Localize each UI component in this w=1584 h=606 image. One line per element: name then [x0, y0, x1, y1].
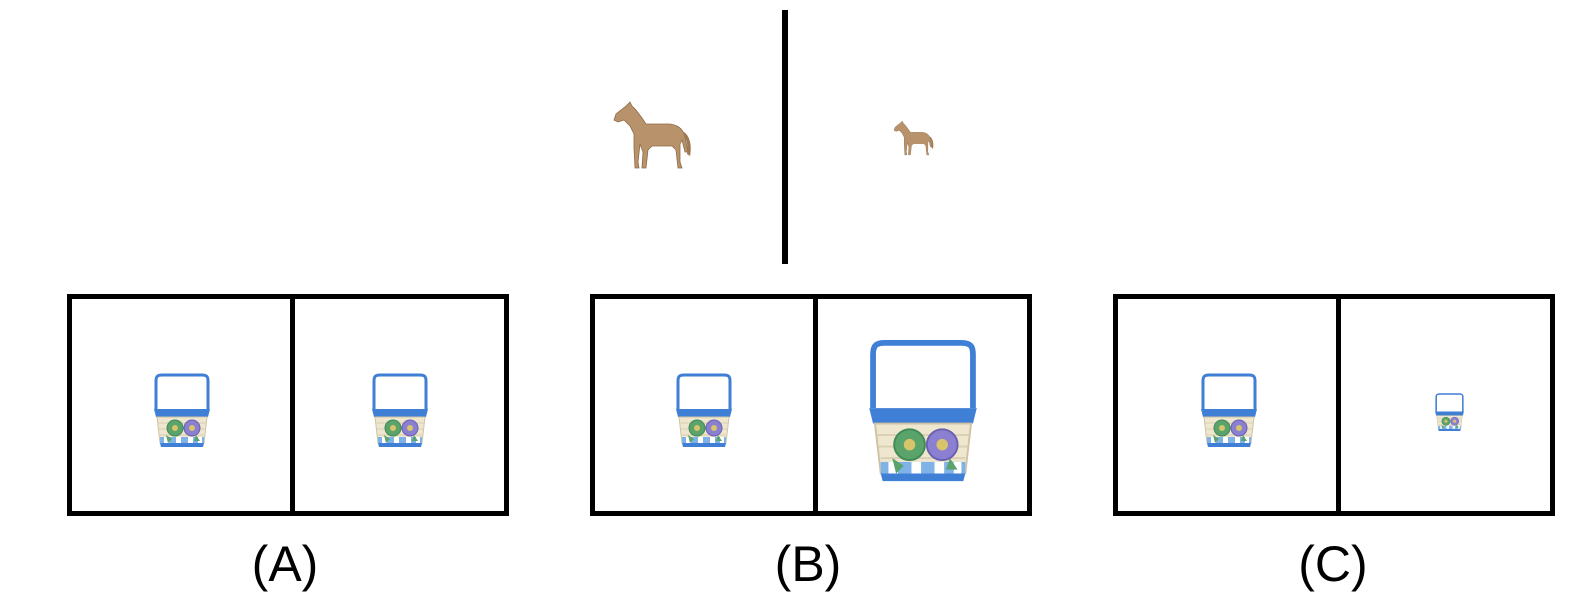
panel-divider: [1336, 299, 1341, 511]
option-c-panel[interactable]: [1113, 294, 1555, 516]
reference-divider: [782, 10, 788, 264]
panel-divider: [813, 299, 818, 511]
basket-icon: [370, 373, 430, 449]
option-a-label: (A): [251, 536, 319, 592]
basket-icon: [674, 373, 734, 449]
basket-icon: [152, 373, 212, 449]
basket-icon: [1434, 393, 1465, 432]
basket-icon: [1199, 373, 1259, 449]
option-c-label: (C): [1298, 536, 1368, 592]
panel-divider: [290, 299, 295, 511]
option-a-panel[interactable]: [67, 294, 509, 516]
horse-icon: [613, 101, 692, 169]
horse-icon: [893, 120, 934, 156]
option-b-panel[interactable]: [590, 294, 1032, 516]
basket-icon: [861, 339, 985, 485]
option-b-label: (B): [774, 536, 842, 592]
